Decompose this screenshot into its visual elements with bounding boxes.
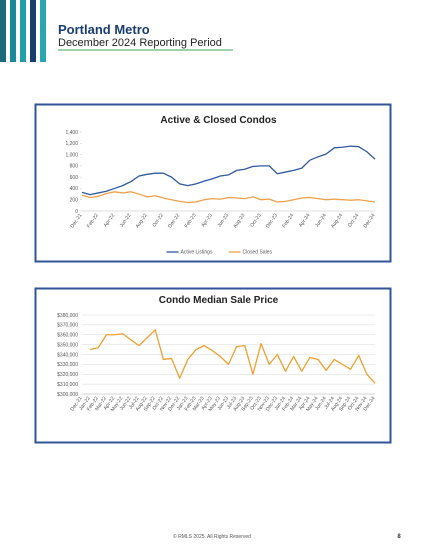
header-subtitle: December 2024 Reporting Period [58, 37, 222, 49]
data-line [81, 191, 376, 204]
legend-label: Active Listings [181, 250, 213, 256]
data-line [89, 329, 376, 384]
y-tick-label: $350,000 [57, 342, 78, 348]
y-tick-label: 200 [70, 198, 79, 204]
y-tick-label: 1,200 [65, 141, 78, 147]
chart-title: Active & Closed Condos [160, 115, 277, 126]
y-tick-label: $320,000 [57, 372, 78, 378]
y-tick-label: $310,000 [57, 382, 78, 388]
footer-copyright: © RMLS 2025. All Rights Reserved [173, 533, 251, 540]
y-tick-label: $380,000 [57, 313, 78, 319]
header-bar [20, 0, 26, 62]
y-tick-label: 600 [70, 175, 79, 181]
y-tick-label: 1,400 [65, 130, 78, 136]
y-tick-label: $370,000 [57, 323, 78, 329]
header-title: Portland Metro [58, 22, 150, 37]
header-bar [10, 0, 16, 62]
legend-label: Closed Sales [243, 250, 273, 256]
y-tick-label: 0 [75, 209, 78, 215]
y-tick-label: $360,000 [57, 333, 78, 339]
y-tick-label: $330,000 [57, 362, 78, 368]
y-tick-label: $300,000 [57, 392, 78, 398]
header-bar [30, 0, 36, 62]
chart-title: Condo Median Sale Price [159, 295, 279, 306]
y-tick-label: 800 [70, 164, 79, 170]
chart-frame [34, 103, 392, 263]
chart-frame [34, 287, 392, 444]
header-bar [40, 0, 46, 62]
y-tick-label: $340,000 [57, 352, 78, 358]
data-line [81, 145, 376, 196]
y-tick-label: 400 [70, 186, 79, 192]
y-tick-label: 1,000 [65, 152, 78, 158]
header-bar [0, 0, 6, 62]
page-number: 8 [397, 534, 401, 540]
